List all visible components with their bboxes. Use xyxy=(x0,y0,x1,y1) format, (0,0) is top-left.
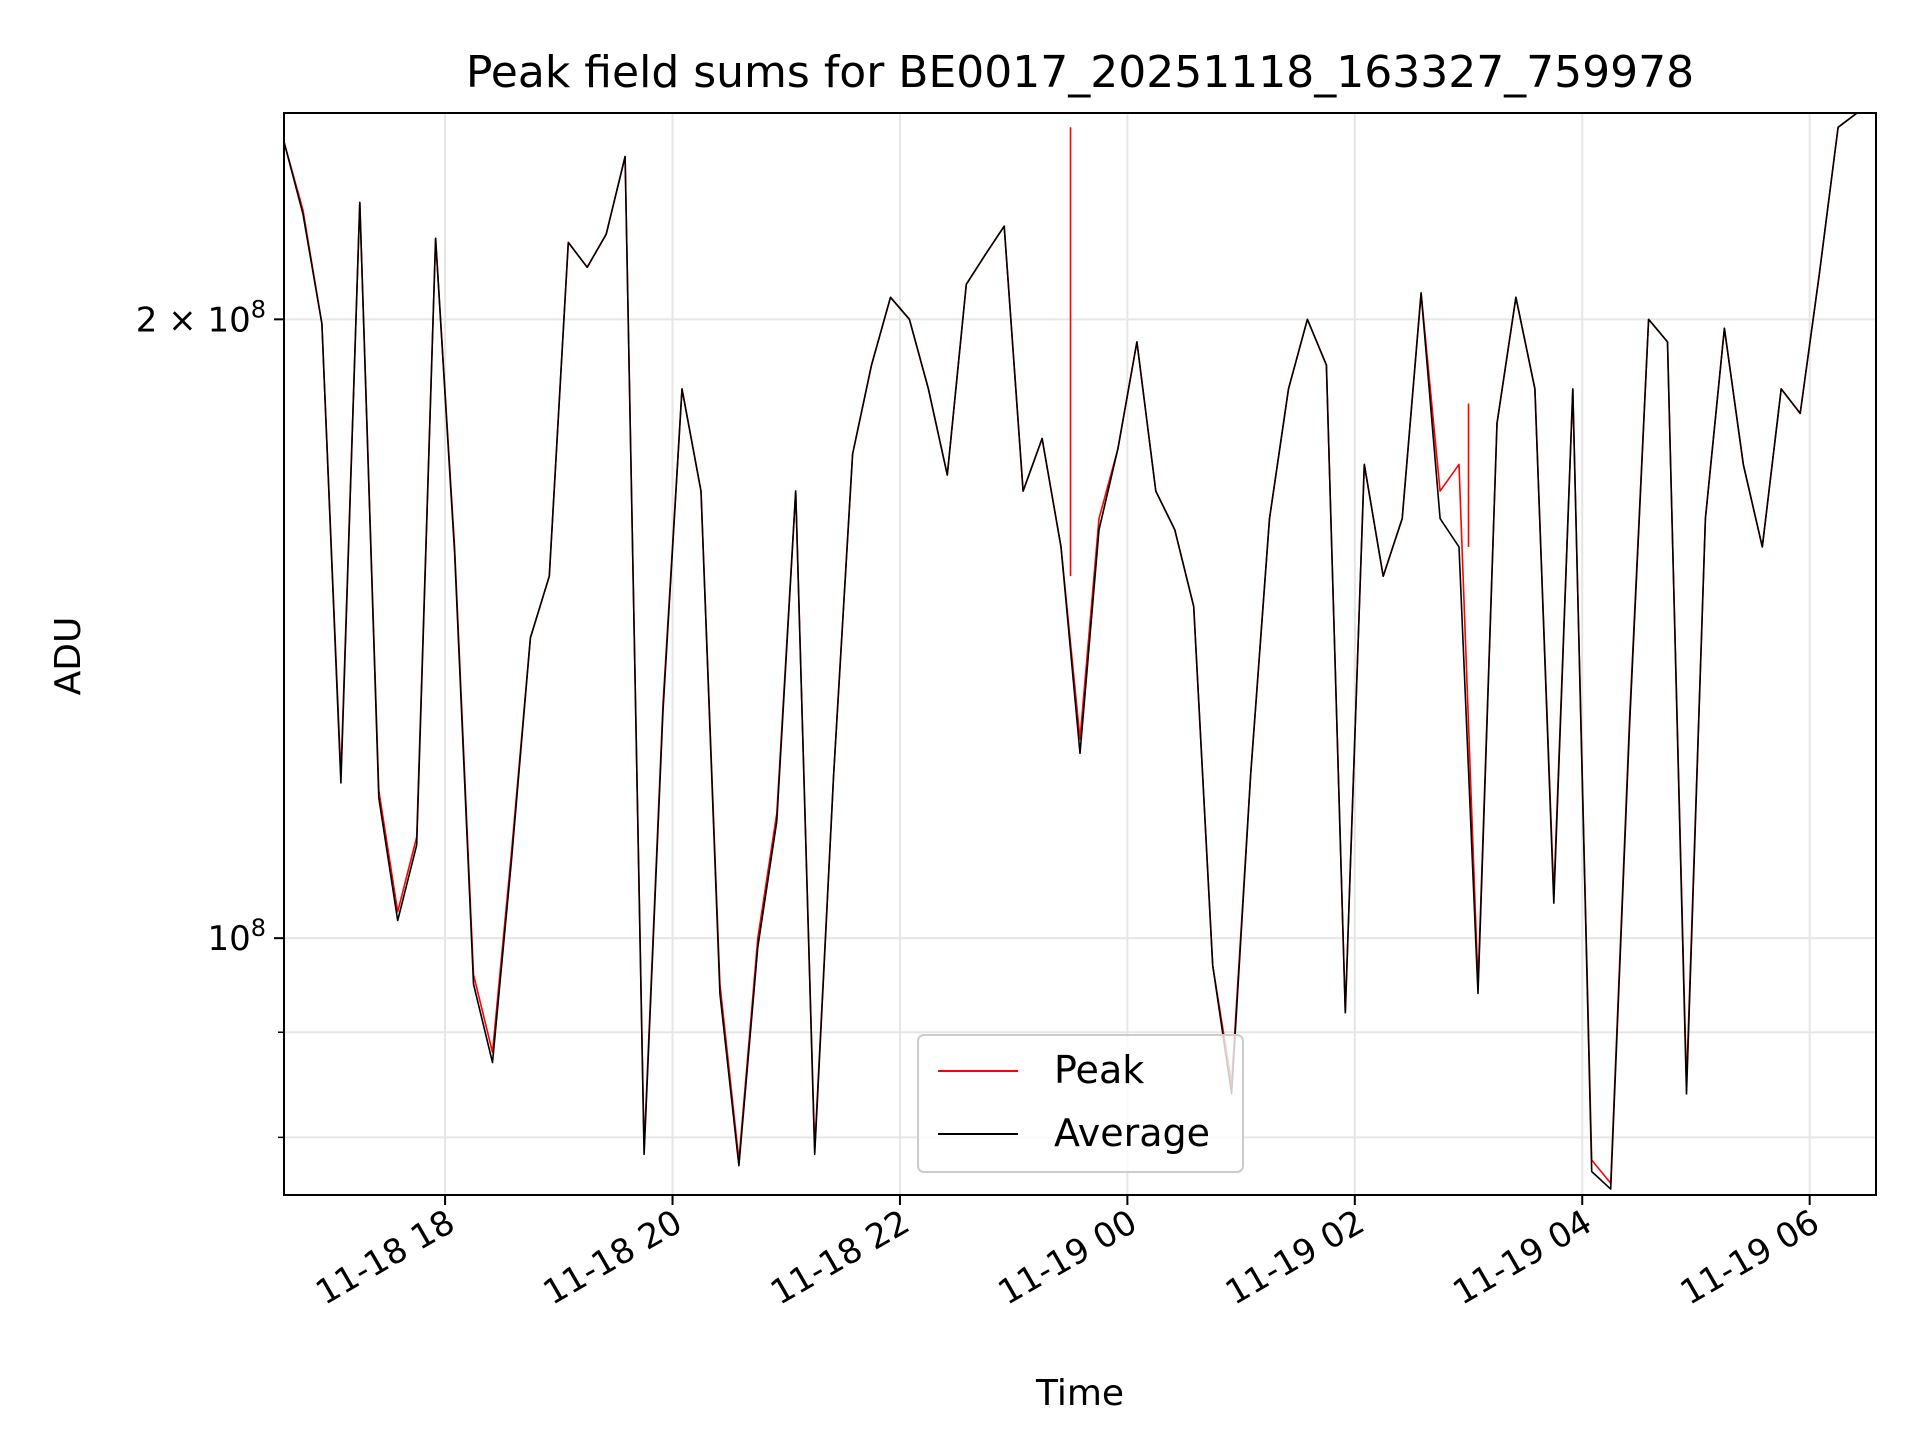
y-axis-label: ADU xyxy=(48,617,89,696)
y-tick-label: 2 × 108 xyxy=(136,295,266,340)
series-lines xyxy=(283,112,1876,1190)
y-axis: 108 2 × 108 xyxy=(136,295,284,1139)
chart-title: Peak field sums for BE0017_20251118_1633… xyxy=(466,47,1694,98)
legend: Peak Average xyxy=(917,1034,1244,1173)
y-tick-label: 108 xyxy=(207,914,266,959)
x-axis-label: Time xyxy=(1035,1373,1124,1414)
series-line-average xyxy=(283,112,1876,1190)
legend-label-peak: Peak xyxy=(1054,1048,1144,1092)
legend-box xyxy=(917,1034,1244,1173)
plot-frame xyxy=(283,112,1877,1196)
grid xyxy=(284,113,1876,1195)
legend-label-average: Average xyxy=(1054,1111,1210,1155)
